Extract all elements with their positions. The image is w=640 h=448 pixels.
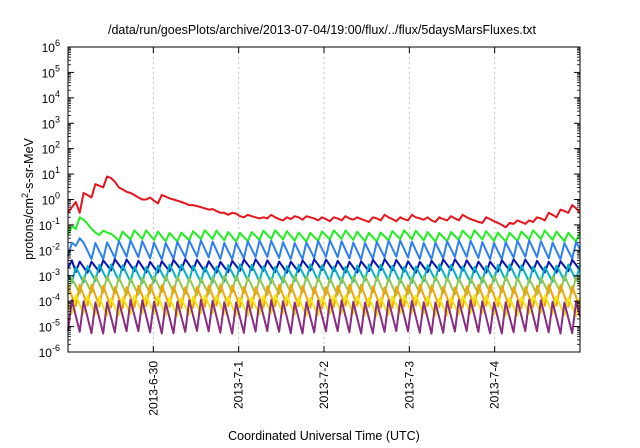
x-tick-label: 2013-7-2 <box>317 361 331 409</box>
y-axis-label-sup: 2 <box>20 193 30 198</box>
chart-title: /data/run/goesPlots/archive/2013-07-04/1… <box>108 23 537 37</box>
y-tick-label: 103 <box>42 114 60 131</box>
x-tick-label: 2013-7-3 <box>402 361 416 409</box>
y-tick-label: 106 <box>42 38 60 55</box>
y-tick-label: 10-1 <box>39 216 60 233</box>
y-tick-label: 10-4 <box>39 292 60 309</box>
series-line <box>67 216 581 243</box>
series-line <box>67 283 581 310</box>
axis-ticks: 2013-6-30 2013-7-1 2013-7-2 2013-7-3 2013-7-… <box>39 38 580 416</box>
series-layer <box>67 175 581 335</box>
y-tick-label: 105 <box>42 63 60 80</box>
series-line <box>67 298 581 335</box>
x-tick-label: 2013-7-1 <box>232 361 246 409</box>
y-axis-label-unit: -s-sr-MeV <box>22 137 36 193</box>
x-tick-label: 2013-6-30 <box>146 361 160 416</box>
y-axis-label: protons/cm2-s-sr-MeV <box>20 137 36 259</box>
y-tick-label: 10-5 <box>39 318 60 335</box>
y-tick-label: 102 <box>42 140 60 157</box>
series-line <box>67 258 581 274</box>
series-line <box>67 274 581 296</box>
series-line <box>67 175 581 229</box>
x-tick-label: 2013-7-4 <box>488 361 502 409</box>
y-tick-label: 10-6 <box>39 343 60 360</box>
grid <box>152 47 496 352</box>
y-tick-label: 10-2 <box>39 241 60 258</box>
y-tick-label: 100 <box>42 191 60 208</box>
y-tick-label: 104 <box>42 89 60 106</box>
x-axis-label: Coordinated Universal Time (UTC) <box>228 429 420 443</box>
y-tick-label: 10-3 <box>39 267 60 284</box>
y-tick-label: 101 <box>42 165 60 182</box>
y-axis-label-main: protons/cm <box>22 198 36 260</box>
series-line <box>67 237 581 261</box>
